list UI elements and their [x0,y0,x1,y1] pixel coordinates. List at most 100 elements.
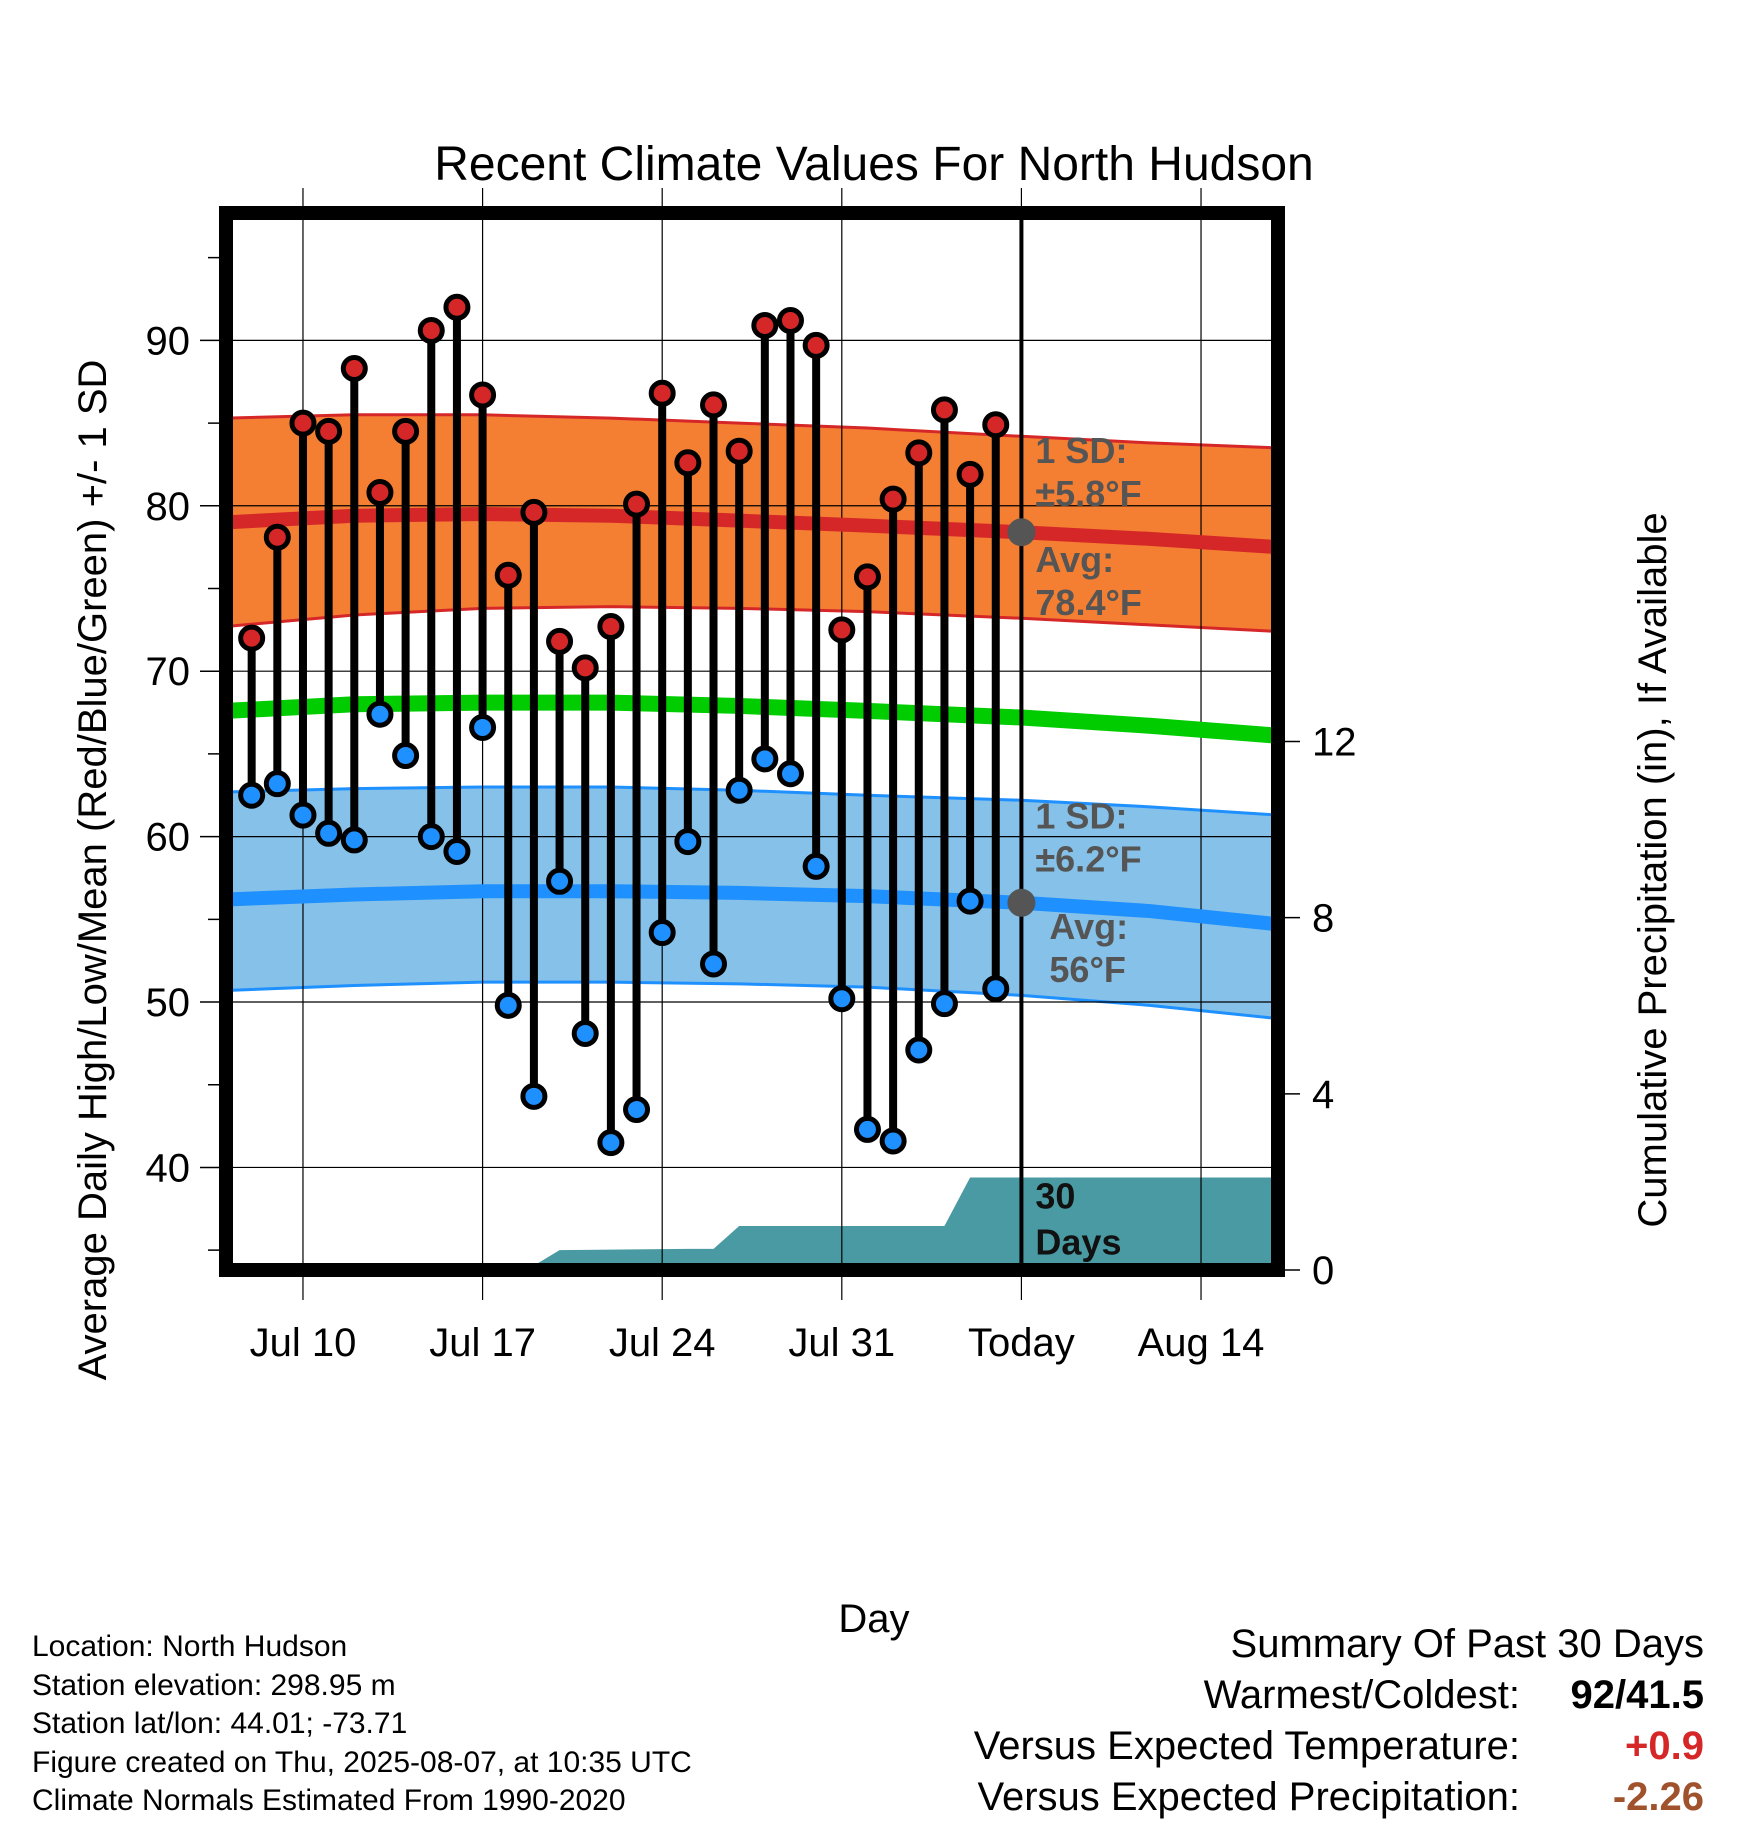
high-point [597,613,625,641]
low-point [905,1036,933,1064]
x-tick-label: Jul 17 [429,1321,536,1365]
high-point [879,485,907,513]
normal-lines [225,213,1279,1270]
x-tick-label: Today [968,1321,1075,1365]
today-low-avg-marker [1007,888,1036,917]
low-point [366,700,394,728]
low-point [700,950,728,978]
station-info: Location: North Hudson Station elevation… [32,1628,692,1821]
x-tick-label: Jul 31 [788,1321,895,1365]
y-tick-label: 60 [146,816,191,860]
precip-days-label-1: 30 [1035,1175,1075,1216]
location-text: Location: North Hudson [32,1630,348,1663]
high-point [443,293,471,321]
high-point [648,379,676,407]
high-point [494,561,522,589]
low-point [340,826,368,854]
x-tick-label: Jul 24 [609,1321,716,1365]
low-point [392,742,420,770]
low-point [725,776,753,804]
y-tick-label: 90 [146,319,191,363]
low-point [828,985,856,1013]
precip-row: Versus Expected Precipitation: -2.26 [974,1775,1704,1826]
precip-value: -2.26 [1612,1775,1704,1819]
y2-tick-label: 0 [1312,1249,1334,1293]
low-avg-value: 56°F [1049,949,1125,990]
daily-bars [238,293,1036,1157]
high-point [956,460,984,488]
high-point [340,354,368,382]
warmest-coldest-value: 92/41.5 [1570,1673,1704,1717]
temp-value: +0.9 [1625,1724,1704,1768]
high-point [366,479,394,507]
high-point [623,490,651,518]
low-point [417,823,445,851]
precip-area [226,1177,1278,1270]
temp-label: Versus Expected Temperature: [973,1724,1520,1768]
high-sd-band-upper-edge [225,413,1279,450]
precip-days-label-2: Days [1035,1222,1121,1263]
low-point [853,1115,881,1143]
low-point [776,760,804,788]
low-point [623,1096,651,1124]
low-point [571,1019,599,1047]
low-point [751,745,779,773]
today-high-avg-marker [1007,518,1036,547]
x-tick-label: Aug 14 [1138,1321,1265,1365]
y-axis-label: Average Daily High/Low/Mean (Red/Blue/Gr… [71,360,115,1381]
latlon-text: Station lat/lon: 44.01; -73.71 [32,1707,408,1740]
low-point [597,1129,625,1157]
elevation-text: Station elevation: 298.95 m [32,1668,396,1702]
low-point [289,801,317,829]
precip-label: Versus Expected Precipitation: [977,1775,1520,1819]
low-sd-label: 1 SD: [1035,795,1127,836]
low-point [315,819,343,847]
high-point [417,316,445,344]
low-point [956,887,984,915]
y-tick-label: 50 [146,981,191,1025]
high-avg-label: Avg: [1035,539,1114,580]
warmest-coldest-row: Warmest/Coldest: 92/41.5 [974,1673,1704,1724]
low-point [238,781,266,809]
low-point [520,1082,548,1110]
x-tick-label: Jul 10 [250,1321,357,1365]
low-point [494,991,522,1019]
low-avg-label: Avg: [1049,906,1128,947]
high-point [520,498,548,526]
high-point [930,396,958,424]
low-point [674,828,702,856]
high-point [776,307,804,335]
low-point [546,867,574,895]
x-axis-label: Day [838,1597,909,1641]
y-tick-label: 40 [146,1146,191,1190]
warmest-coldest-label: Warmest/Coldest: [1203,1673,1520,1717]
high-point [315,417,343,445]
high-sd-value: ±5.8°F [1035,473,1141,514]
low-point [982,975,1010,1003]
low-sd-band [226,786,1278,1019]
normals-text: Climate Normals Estimated From 1990-2020 [32,1784,626,1817]
high-point [571,654,599,682]
high-point [751,311,779,339]
low-point [802,852,830,880]
high-point [392,417,420,445]
high-sd-label: 1 SD: [1035,430,1127,471]
high-point [828,616,856,644]
high-point [853,563,881,591]
tick-labels: Jul 10 Jul 17 Jul 24 Jul 31 Today Aug 14 40 50 6… [146,319,1357,1365]
high-point [546,627,574,655]
high-point [700,391,728,419]
low-point [930,990,958,1018]
high-point [674,449,702,477]
y2-tick-label: 12 [1312,721,1357,765]
summary-heading: Summary Of Past 30 Days [1230,1622,1704,1666]
plot-border [219,206,1285,1277]
created-text: Figure created on Thu, 2025-08-07, at 10… [32,1745,692,1779]
high-point [905,439,933,467]
y2-axis-label: Cumulative Precipitation (in), If Availa… [1631,512,1675,1227]
summary-heading-row: Summary Of Past 30 Days [974,1622,1704,1673]
precip-fill [226,1177,1278,1270]
low-point [263,770,291,798]
